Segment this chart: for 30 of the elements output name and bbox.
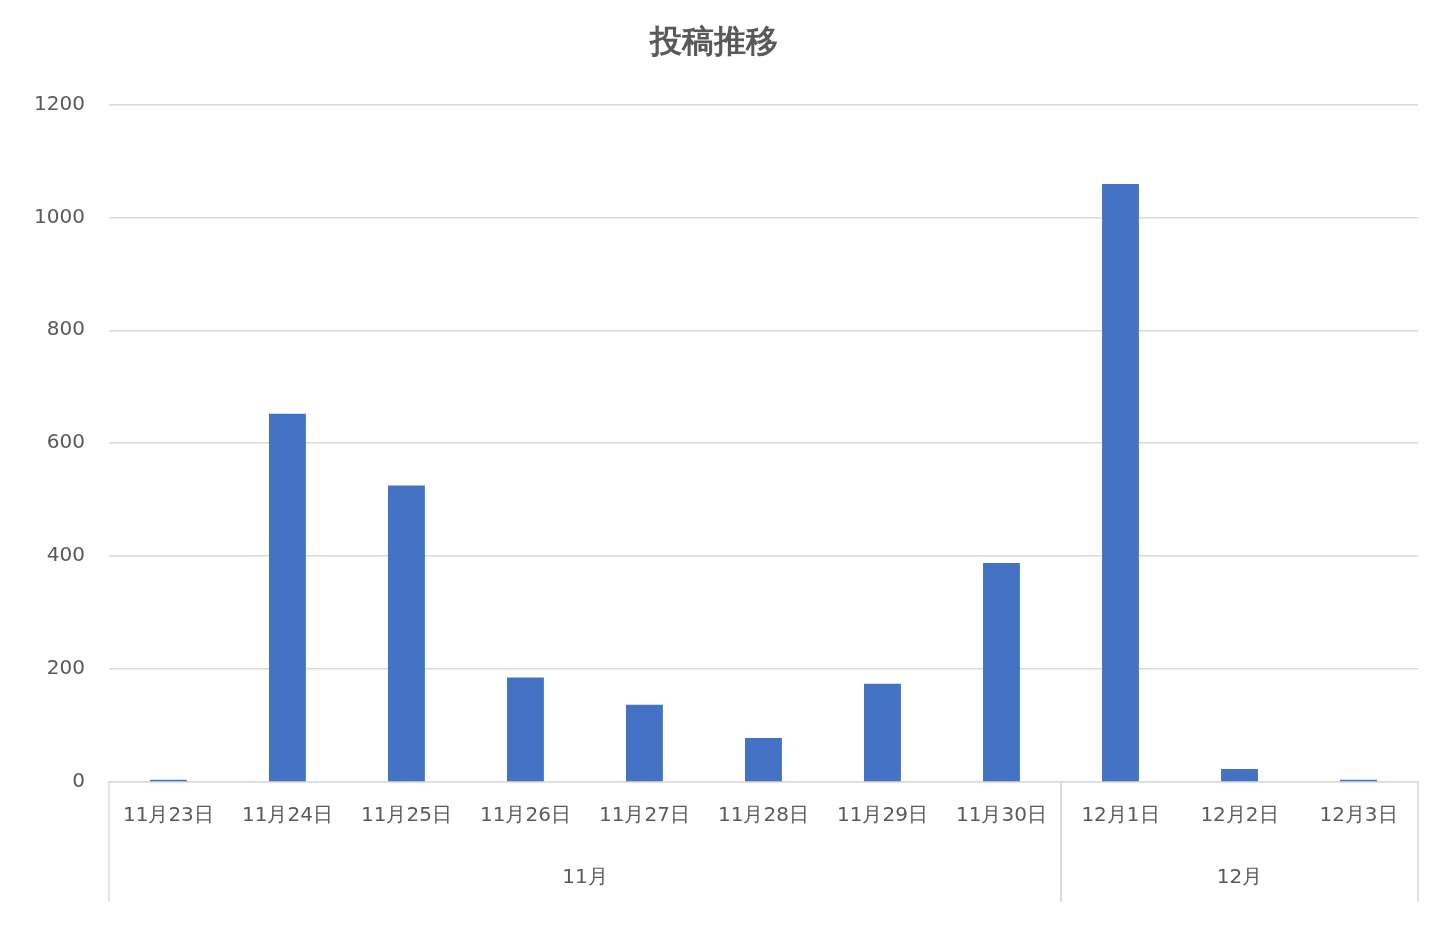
x-tick-label: 11月27日: [598, 802, 690, 827]
bar: [1102, 184, 1139, 782]
y-tick-label: 0: [72, 768, 85, 793]
x-tick-label: 11月24日: [241, 802, 333, 827]
x-tick-label: 11月30日: [956, 802, 1047, 827]
x-tick-label: 11月25日: [360, 802, 452, 827]
bar: [506, 677, 544, 782]
x-tick-label: 11月29日: [837, 802, 928, 827]
y-tick-label: 1200: [33, 90, 85, 115]
x-tick-label: 12月3日: [1319, 802, 1398, 827]
text: 11月: [562, 864, 608, 889]
chart-title: 投稿推移: [648, 21, 778, 60]
bar: [268, 413, 306, 782]
x-tick-label: 12月1日: [1081, 802, 1160, 827]
bar: [1221, 769, 1258, 782]
y-tick-label: 600: [46, 429, 85, 454]
y-tick-label: 200: [46, 655, 85, 680]
x-tick-label: 11月28日: [718, 802, 809, 827]
bar: [864, 683, 901, 782]
x-tick-label: 11月23日: [122, 802, 214, 827]
x-tick-label: 11月26日: [479, 802, 571, 827]
x-tick-label: 12月2日: [1200, 802, 1279, 827]
bar: [387, 485, 425, 782]
y-tick-label: 1000: [33, 203, 85, 228]
y-tick-label: 800: [46, 316, 85, 341]
y-tick-label: 400: [46, 542, 85, 567]
bar: [983, 562, 1020, 782]
bar: [745, 737, 782, 782]
text: 12月: [1216, 864, 1263, 889]
bar: [625, 704, 663, 782]
